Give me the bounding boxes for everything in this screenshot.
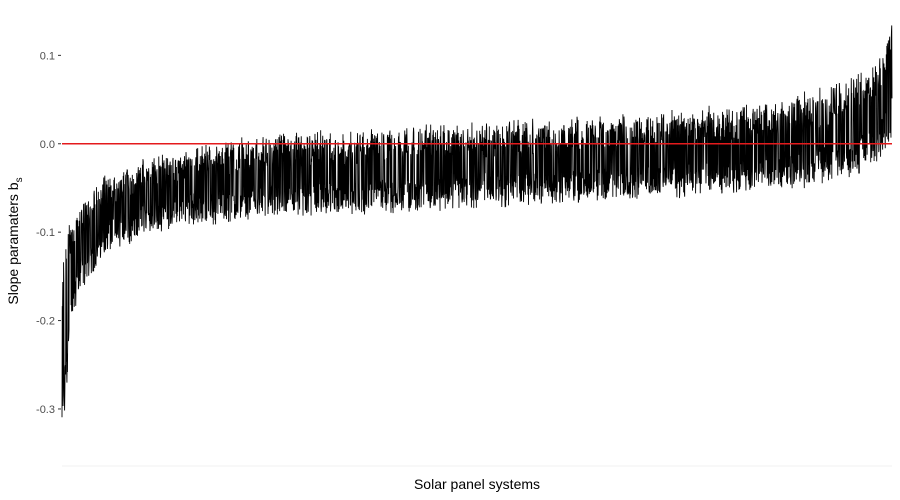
y-tick-label: 0.0 xyxy=(40,139,55,151)
y-tick-label: -0.3 xyxy=(36,404,55,416)
y-axis-title: Slope paramaters bs xyxy=(5,177,25,304)
y-axis-title-subscript: s xyxy=(14,177,25,182)
y-tick-label: -0.1 xyxy=(36,227,55,239)
x-axis-title: Solar panel systems xyxy=(414,476,540,492)
y-tick-label: -0.2 xyxy=(36,316,55,328)
series-lines xyxy=(61,25,893,418)
slope-series-line xyxy=(61,25,893,418)
y-axis: 0.1 0.0 -0.1 -0.2 -0.3 xyxy=(36,50,61,416)
y-axis-title-main: Slope paramaters b xyxy=(5,182,21,304)
y-tick-label: 0.1 xyxy=(40,50,55,62)
